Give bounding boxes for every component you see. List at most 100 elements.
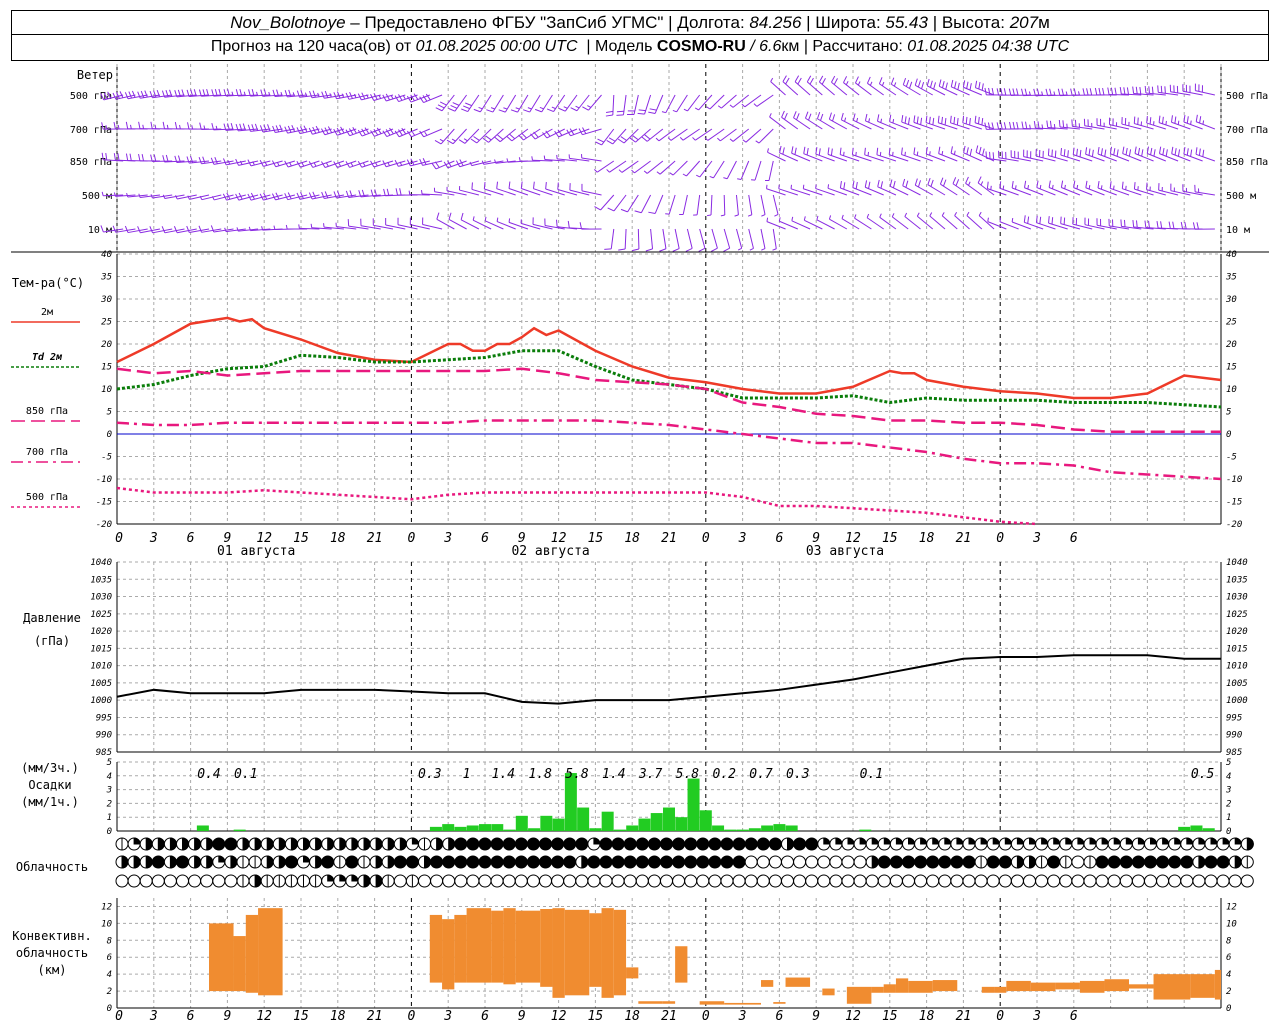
wind-barb-flag: [941, 150, 944, 156]
wind-barb: [546, 94, 566, 113]
cloud-symbol: [950, 874, 964, 888]
wind-barb-flag: [420, 190, 423, 195]
wind-barb-flag: [263, 124, 267, 132]
wind-barb-flag: [470, 138, 478, 144]
cloud-circle: [853, 874, 867, 888]
wind-barb-flag: [284, 193, 289, 200]
wind-barb-flag: [112, 225, 117, 233]
cloud-symbol: [1192, 837, 1206, 851]
cloud-symbol: [998, 874, 1012, 888]
cloud-circle: [756, 874, 770, 888]
wind-barb-flag: [150, 194, 153, 199]
wind-barb-flag: [333, 191, 337, 199]
cloud-circle: [817, 855, 831, 869]
wind-barb: [124, 225, 148, 234]
wind-barb: [394, 159, 418, 167]
wind-barb: [984, 122, 1007, 130]
wind-barb-flag: [471, 182, 473, 190]
wind-barb: [520, 219, 541, 230]
wind-barb: [998, 150, 1019, 162]
wind-barb: [791, 216, 811, 230]
wind-barb-flag: [785, 77, 790, 85]
wind-barb-flag: [361, 92, 366, 100]
wind-barb: [101, 191, 124, 197]
wind-barb: [827, 184, 848, 196]
cloud-symbol: [200, 874, 214, 888]
wind-barb-flag: [1048, 216, 1050, 224]
cloud-symbol: [224, 874, 238, 888]
cloud-circle: [478, 837, 492, 851]
wind-barb: [1036, 180, 1056, 196]
wind-barb-shaft: [576, 94, 590, 112]
wind-barb: [247, 159, 271, 167]
wind-barb-flag: [227, 88, 230, 96]
cloud-symbol: [732, 874, 746, 888]
wind-barb-flag: [974, 115, 977, 123]
wind-barb: [433, 187, 455, 196]
wind-barb-flag: [1089, 88, 1093, 96]
wind-barb-shaft: [115, 228, 136, 233]
cloud-symbol: [369, 874, 383, 888]
cloud-symbol: [853, 837, 867, 851]
precip-ytick-right: 0: [1226, 827, 1231, 837]
cloud-symbol: [272, 837, 286, 851]
press-ytick-right: 1020: [1226, 627, 1248, 637]
wind-barb: [723, 160, 737, 180]
wind-barb-flag: [251, 89, 255, 97]
cloud-symbol: [224, 855, 238, 869]
cloud-circle: [1131, 855, 1145, 869]
wind-barb-flag: [1132, 219, 1135, 228]
wind-level-label-right: 700 гПа: [1226, 125, 1268, 136]
cloud-symbol: [696, 874, 710, 888]
wind-barb-flag: [284, 126, 289, 134]
wind-barb-flag: [300, 90, 304, 98]
conv-ytick-right: 6: [1226, 953, 1231, 963]
wind-barb-flag: [941, 116, 943, 124]
cloud-symbol: [1035, 837, 1049, 851]
wind-barb-flag: [641, 136, 648, 142]
cloud-symbol: [781, 874, 794, 888]
wind-barb-flag: [905, 79, 910, 87]
wind-barb-flag: [235, 123, 239, 131]
wind-barb: [199, 122, 222, 130]
wind-barb-flag: [1012, 121, 1015, 129]
cloud-symbol: [914, 855, 928, 869]
cloud-symbol: [236, 874, 250, 888]
wind-barb-flag: [1160, 85, 1163, 93]
wind-barb-flag: [978, 82, 981, 90]
cloud-symbol: [720, 855, 734, 869]
cloud-symbol: [829, 874, 843, 888]
cloud-fill: [133, 837, 141, 845]
cloud-symbol: [260, 874, 274, 888]
wind-barb-flag: [406, 130, 412, 138]
wind-barb-shaft: [758, 128, 774, 144]
wind-barb-flag: [1149, 117, 1152, 125]
wind-barb-shaft: [103, 194, 124, 197]
wind-barb-flag: [710, 247, 718, 252]
cloud-fill: [1162, 837, 1170, 845]
cloud-symbol: [684, 855, 698, 869]
wind-barb: [1158, 115, 1179, 130]
wind-barb-shaft: [646, 160, 664, 174]
wind-barb-flag: [199, 195, 203, 200]
wind-barb-flag: [210, 157, 215, 165]
wind-barb-flag: [308, 127, 313, 135]
wind-barb: [247, 123, 271, 132]
cloud-symbol: [309, 874, 323, 888]
wind-barb-flag: [1067, 150, 1069, 158]
temp-xtick: 15: [293, 531, 309, 546]
cloud-circle: [732, 837, 746, 851]
conv-bar: [1079, 980, 1105, 993]
wind-barb-flag: [1027, 216, 1030, 224]
cloud-circle: [127, 874, 141, 888]
wind-barb: [568, 154, 590, 162]
cloud-symbol: [442, 874, 456, 888]
wind-barb-flag: [458, 139, 466, 144]
wind-barb-flag: [828, 112, 832, 120]
wind-barb-flag: [981, 83, 984, 91]
conv-ytick: 8: [107, 936, 112, 946]
wind-barb: [1133, 182, 1154, 196]
cloud-circle: [962, 874, 976, 888]
cloud-circle: [926, 874, 940, 888]
cloud-symbol: [393, 837, 407, 851]
